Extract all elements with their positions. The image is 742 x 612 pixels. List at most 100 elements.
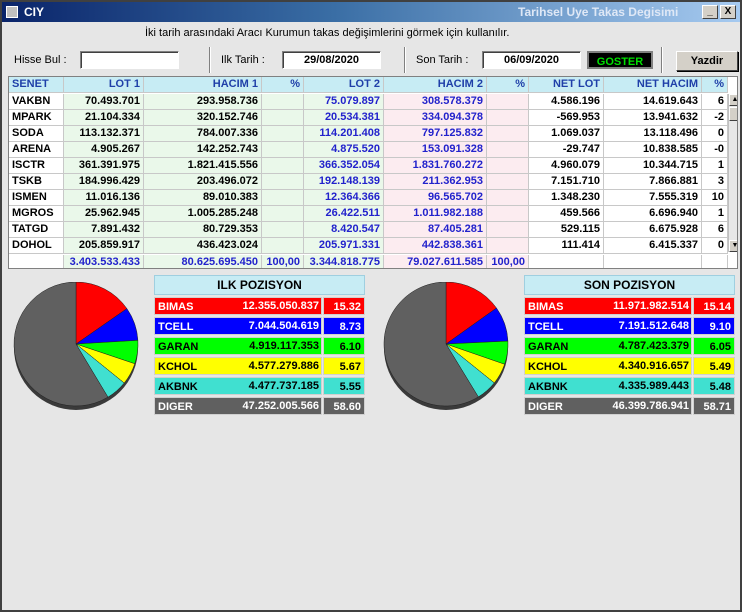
grid-cell: 13.118.496 <box>604 126 702 142</box>
column-header[interactable]: % <box>262 77 304 93</box>
pie-slice-diger <box>383 282 479 407</box>
grid-cell <box>487 94 529 110</box>
grid-cell: 10 <box>702 190 728 206</box>
takas-grid[interactable]: ▲ ▼ SENET LOT 1 HACIM 1% LOT 2 HACIM 2% NET L… <box>8 76 738 269</box>
grid-cell: 26.422.511 <box>304 206 384 222</box>
legend-row: BIMAS 11.971.982.514 15.14 <box>524 297 735 315</box>
table-row[interactable]: ISMEN 11.016.136 89.010.383 12.364.366 96.56… <box>9 190 728 206</box>
ilk-tarih-field[interactable]: 29/08/2020 <box>282 51 381 69</box>
table-row[interactable]: MGROS 25.962.945 1.005.285.248 26.422.511 1.… <box>9 206 728 222</box>
grid-cell: 75.079.897 <box>304 94 384 110</box>
grid-cell: -569.953 <box>529 110 604 126</box>
grid-totals-row[interactable]: 3.403.533.433 80.625.695.450 100,00 3.344.8… <box>9 255 728 268</box>
minimize-button[interactable]: _ <box>702 5 718 19</box>
vertical-scrollbar[interactable]: ▲ ▼ <box>728 94 737 252</box>
grid-cell: 320.152.746 <box>144 110 262 126</box>
legend-name: GARAN <box>154 337 322 355</box>
legend-row: TCELL 7.044.504.619 8.73 <box>154 317 365 335</box>
legend-percent: 5.48 <box>693 377 735 395</box>
column-header[interactable]: % <box>702 77 728 93</box>
column-header[interactable]: % <box>487 77 529 93</box>
goster-button[interactable]: GOSTER <box>587 51 653 69</box>
grid-cell: 100,00 <box>487 255 529 268</box>
table-row[interactable]: VAKBN 70.493.701 293.958.736 75.079.897 308.… <box>9 94 728 110</box>
legend-name: AKBNK <box>154 377 322 395</box>
grid-cell: 25.962.945 <box>64 206 144 222</box>
legend-row: KCHOL 4.577.279.886 5.67 <box>154 357 365 375</box>
column-header[interactable]: LOT 2 <box>304 77 384 93</box>
grid-cell: 459.566 <box>529 206 604 222</box>
close-button[interactable]: X <box>720 5 736 19</box>
grid-cell: 366.352.054 <box>304 158 384 174</box>
legend-value: 4.577.279.886 <box>248 360 319 372</box>
grid-cell: 153.091.328 <box>384 142 487 158</box>
grid-cell: 87.405.281 <box>384 222 487 238</box>
hisse-search-input[interactable] <box>80 51 179 69</box>
grid-cell: 10.838.585 <box>604 142 702 158</box>
scroll-thumb[interactable] <box>729 107 737 121</box>
legend-value: 47.252.005.566 <box>242 400 319 412</box>
table-row[interactable]: ISCTR 361.391.975 1.821.415.556 366.352.054… <box>9 158 728 174</box>
legend-row: GARAN 4.787.423.379 6.05 <box>524 337 735 355</box>
scroll-up-icon[interactable]: ▲ <box>729 94 737 106</box>
legend-value: 4.477.737.185 <box>248 380 319 392</box>
grid-cell <box>487 158 529 174</box>
grid-cell: 442.838.361 <box>384 238 487 254</box>
grid-cell: 205.971.331 <box>304 238 384 254</box>
legend-percent: 8.73 <box>323 317 365 335</box>
grid-cell: 211.362.953 <box>384 174 487 190</box>
column-header[interactable]: NET LOT <box>529 77 604 93</box>
column-header[interactable]: HACIM 2 <box>384 77 487 93</box>
scroll-down-icon[interactable]: ▼ <box>729 240 737 252</box>
grid-cell <box>262 238 304 254</box>
grid-cell: TATGD <box>9 222 64 238</box>
column-header[interactable]: SENET <box>9 77 64 93</box>
ilk-pozisyon-title: ILK POZISYON <box>154 275 365 295</box>
app-icon <box>6 6 18 18</box>
grid-cell: 334.094.378 <box>384 110 487 126</box>
grid-cell: 4.875.520 <box>304 142 384 158</box>
grid-cell: 1.831.760.272 <box>384 158 487 174</box>
column-header[interactable]: HACIM 1 <box>144 77 262 93</box>
grid-cell: ARENA <box>9 142 64 158</box>
legend-value: 11.971.982.514 <box>613 300 689 312</box>
legend-percent: 6.10 <box>323 337 365 355</box>
column-header[interactable]: LOT 1 <box>64 77 144 93</box>
pie-slice-diger <box>13 282 109 407</box>
grid-cell <box>262 142 304 158</box>
grid-cell <box>529 255 604 268</box>
legend-value: 46.399.786.941 <box>612 400 689 412</box>
legend-row: GARAN 4.919.117.353 6.10 <box>154 337 365 355</box>
column-header[interactable]: NET HACIM <box>604 77 702 93</box>
legend-name: TCELL <box>154 317 322 335</box>
legend-row: DIGER 47.252.005.566 58.60 <box>154 397 365 415</box>
grid-cell <box>487 206 529 222</box>
table-row[interactable]: TATGD 7.891.432 80.729.353 8.420.547 87.405.… <box>9 222 728 238</box>
grid-cell: -2 <box>702 110 728 126</box>
grid-cell <box>487 238 529 254</box>
grid-cell <box>487 174 529 190</box>
pie-slice-bimas <box>75 282 128 345</box>
grid-cell: 6.415.337 <box>604 238 702 254</box>
table-row[interactable]: SODA 113.132.371 784.007.336 114.201.408 797… <box>9 126 728 142</box>
table-row[interactable]: ARENA 4.905.267 142.252.743 4.875.520 153.09… <box>9 142 728 158</box>
grid-cell: 184.996.429 <box>64 174 144 190</box>
yazdir-button[interactable]: Yazdir <box>676 51 738 71</box>
legend-value: 4.340.916.657 <box>618 360 689 372</box>
table-row[interactable]: DOHOL 205.859.917 436.423.024 205.971.331 44… <box>9 238 728 254</box>
grid-cell: 308.578.379 <box>384 94 487 110</box>
table-row[interactable]: MPARK 21.104.334 320.152.746 20.534.381 334.… <box>9 110 728 126</box>
grid-cell: 80.729.353 <box>144 222 262 238</box>
son-tarih-field[interactable]: 06/09/2020 <box>482 51 581 69</box>
grid-cell: 797.125.832 <box>384 126 487 142</box>
grid-cell <box>262 126 304 142</box>
ilk-tarih-label: Ilk Tarih : <box>221 54 265 66</box>
table-row[interactable]: TSKB 184.996.429 203.496.072 192.148.139 211… <box>9 174 728 190</box>
grid-cell: 70.493.701 <box>64 94 144 110</box>
separator <box>404 47 406 73</box>
grid-cell: 4.905.267 <box>64 142 144 158</box>
title-bar[interactable]: CIY Tarihsel Uye Takas Degisimi _ X <box>2 2 740 22</box>
grid-cell: MPARK <box>9 110 64 126</box>
grid-cell: 1.005.285.248 <box>144 206 262 222</box>
